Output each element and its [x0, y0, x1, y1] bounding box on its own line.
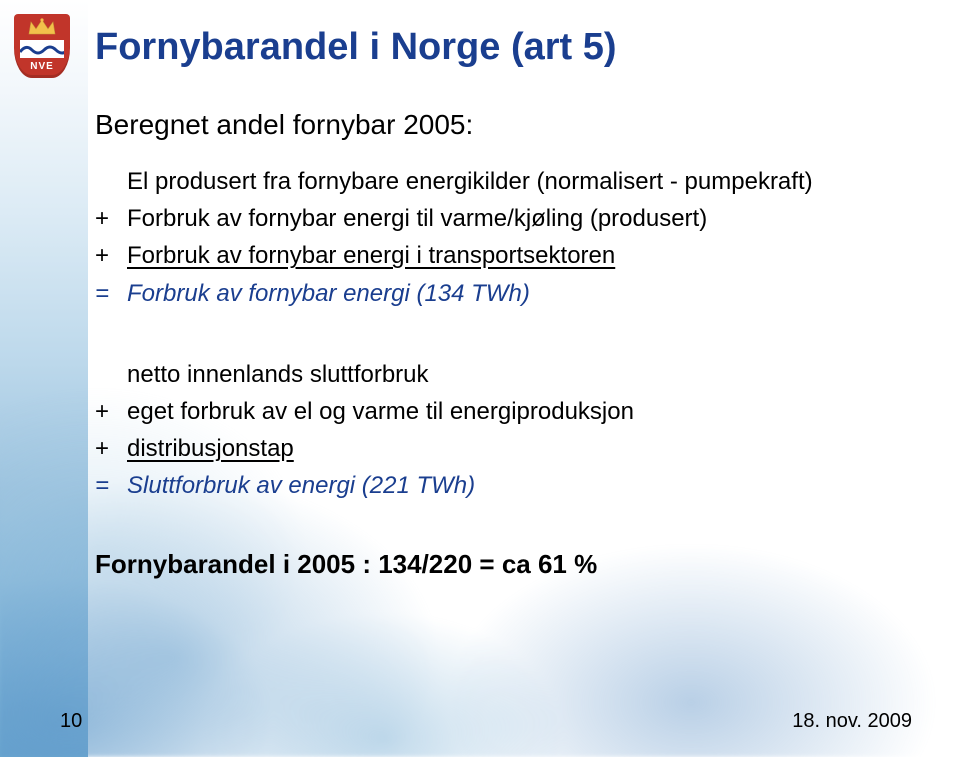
wave-icon: [20, 40, 64, 58]
footer-date: 18. nov. 2009: [792, 710, 912, 733]
op: +: [95, 237, 127, 274]
calc-row: + Forbruk av fornybar energi til varme/k…: [95, 200, 920, 237]
conclusion: Fornybarandel i 2005 : 134/220 = ca 61 %: [95, 549, 920, 580]
slide-footer: 10 18. nov. 2009: [60, 710, 912, 733]
calc-row: netto innenlands sluttforbruk: [95, 356, 920, 393]
calc-row-result: = Forbruk av fornybar energi (134 TWh): [95, 275, 920, 312]
op: +: [95, 393, 127, 430]
calc-row: El produsert fra fornybare energikilder …: [95, 163, 920, 200]
calc-text: Forbruk av fornybar energi i transportse…: [127, 237, 615, 274]
logo-abbrev: NVE: [14, 61, 70, 72]
calc-row: + Forbruk av fornybar energi i transport…: [95, 237, 920, 274]
calc-row: + eget forbruk av el og varme til energi…: [95, 393, 920, 430]
slide-content: Fornybarandel i Norge (art 5) Beregnet a…: [95, 26, 920, 580]
logo-band: [20, 40, 64, 58]
op: +: [95, 430, 127, 467]
op: +: [95, 200, 127, 237]
calc-row: + distribusjonstap: [95, 430, 920, 467]
calc-text: eget forbruk av el og varme til energipr…: [127, 393, 634, 430]
calc-result: Sluttforbruk av energi (221 TWh): [127, 467, 475, 504]
calc-text: El produsert fra fornybare energikilder …: [127, 163, 813, 200]
op: =: [95, 275, 127, 312]
calc-block-1: El produsert fra fornybare energikilder …: [95, 163, 920, 312]
calc-text: distribusjonstap: [127, 430, 294, 467]
calc-text: Forbruk av fornybar energi til varme/kjø…: [127, 200, 707, 237]
logo-shield: NVE: [14, 14, 70, 78]
calc-row-result: = Sluttforbruk av energi (221 TWh): [95, 467, 920, 504]
op: =: [95, 467, 127, 504]
crown-icon: [27, 18, 57, 36]
page-number: 10: [60, 710, 82, 733]
calc-text: netto innenlands sluttforbruk: [127, 356, 429, 393]
calc-block-2: netto innenlands sluttforbruk + eget for…: [95, 356, 920, 505]
slide-title: Fornybarandel i Norge (art 5): [95, 26, 920, 69]
slide-subtitle: Beregnet andel fornybar 2005:: [95, 109, 920, 141]
calc-result: Forbruk av fornybar energi (134 TWh): [127, 275, 530, 312]
nve-logo: NVE: [14, 14, 70, 78]
